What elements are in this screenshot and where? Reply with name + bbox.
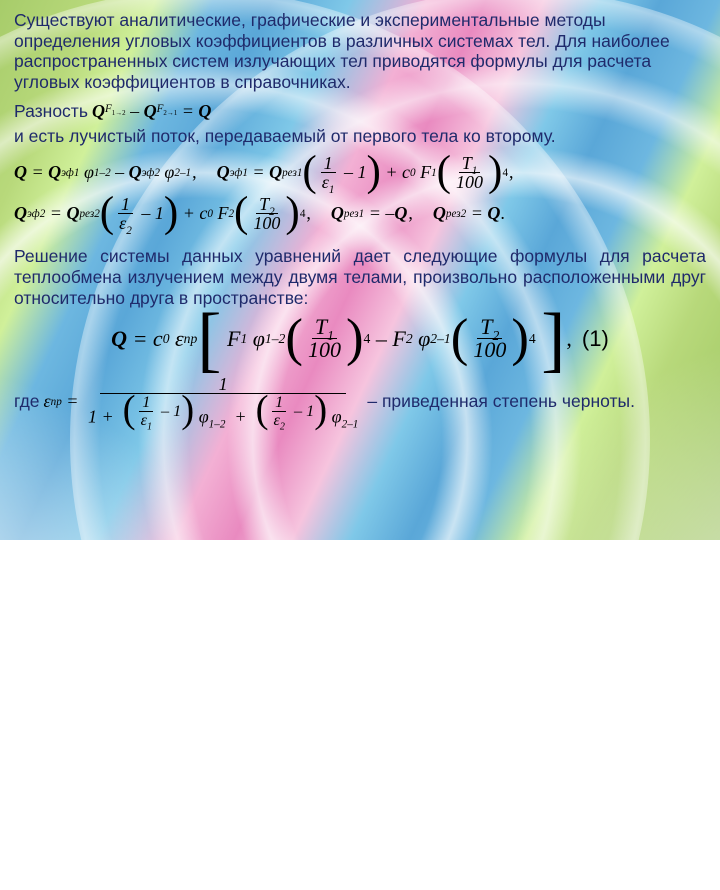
formula-qres2: Qрез2 = Q. (433, 203, 505, 224)
solution-paragraph: Решение системы данных уравнений дает сл… (14, 246, 706, 308)
formula-qeff1: Qэф1 = Qрез1 1ε1 – 1 + c0 F1 T11004 , (217, 154, 516, 191)
formula-eps-np: εпр = 1 1 + 1ε1 – 1 φ1–2 + 1ε2 – 1 φ2–1 (44, 375, 364, 427)
difference-sentence: Разность Q F1→2 – Q F2→1 = Q и есть лучи… (14, 101, 706, 147)
where-row: где εпр = 1 1 + 1ε1 – 1 φ1–2 + 1ε2 – 1 φ… (14, 375, 706, 427)
formula-q-equals: Q = Qэф1 φ1–2 – Qэф2 φ2–1 , (14, 162, 199, 183)
where-description: – приведенная степень черноты. (367, 391, 635, 412)
formula-qres1: Qрез1 = –Q, (331, 203, 415, 224)
formula-row-2: Qэф2 = Qрез2 1ε2 – 1 + c0 F2 T21004 , Qр… (14, 195, 706, 232)
formula-qeff2: Qэф2 = Qрез2 1ε2 – 1 + c0 F2 T21004 , (14, 195, 313, 232)
where-label: где (14, 391, 40, 412)
main-formula-row: Q = c0 εпр F1 φ1–2 T11004 – F2 φ2–1 T210… (14, 316, 706, 361)
text-after-formula: и есть лучистый поток, передаваемый от п… (14, 126, 556, 147)
formula-row-1: Q = Qэф1 φ1–2 – Qэф2 φ2–1 , Qэф1 = Qрез1… (14, 154, 706, 191)
formula-main: Q = c0 εпр F1 φ1–2 T11004 – F2 φ2–1 T210… (111, 316, 609, 361)
text-before-formula: Разность (14, 101, 88, 122)
intro-paragraph: Существуют аналитические, графические и … (14, 10, 706, 93)
formula-difference: Q F1→2 – Q F2→1 = Q (92, 101, 211, 122)
equation-number: (1) (582, 326, 609, 352)
